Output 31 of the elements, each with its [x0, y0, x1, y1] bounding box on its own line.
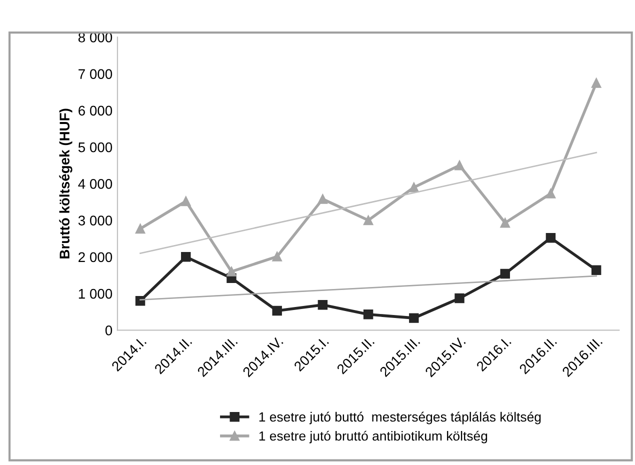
point — [454, 293, 464, 304]
point — [409, 313, 419, 323]
point — [591, 78, 602, 88]
y-tick-label: 3 000 — [78, 216, 112, 226]
point — [226, 266, 236, 276]
point — [363, 215, 374, 226]
point — [454, 160, 464, 170]
y-tick-label: 1 000 — [78, 288, 112, 299]
legend-label: 1 esetre jutó bruttó antibiotikum költség — [259, 430, 488, 444]
y-tick-label: 7 000 — [78, 69, 112, 79]
point — [409, 182, 419, 192]
y-tick-label: 6 000 — [78, 106, 112, 116]
point — [181, 196, 191, 206]
y-tick-label: 5 000 — [78, 142, 112, 152]
legend-label: 1 esetre jutó buttó mesterséges táplálás költség — [259, 412, 541, 424]
point — [546, 188, 556, 198]
y-axis-title: Bruttó költségek (HUF) — [59, 108, 72, 258]
point — [363, 310, 374, 320]
y-tick-label: 2 000 — [78, 252, 112, 262]
point — [318, 194, 328, 204]
point — [135, 224, 146, 234]
point — [318, 300, 328, 310]
point — [500, 218, 510, 228]
point — [500, 268, 510, 279]
point — [272, 306, 282, 316]
point — [591, 265, 602, 275]
y-tick-label: 4 000 — [78, 179, 112, 189]
point — [272, 252, 282, 262]
y-tick-label: 0 — [105, 325, 112, 336]
point — [181, 252, 191, 262]
point — [546, 233, 556, 243]
